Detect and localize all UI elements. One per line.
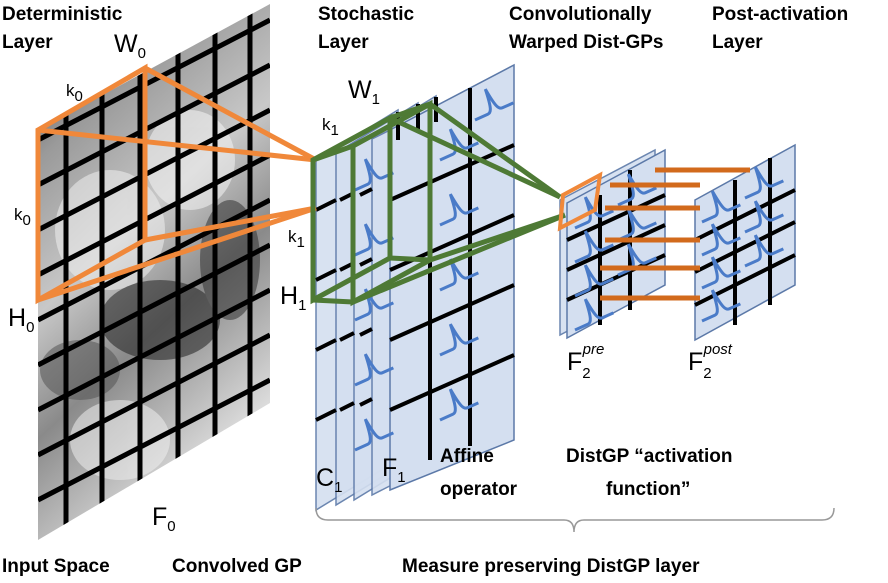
header-postact-line1: Post-activation <box>712 4 848 25</box>
symbol-f0: F0 <box>152 503 176 535</box>
symbol-h0: H0 <box>8 304 34 336</box>
symbol-f1: F1 <box>382 454 406 486</box>
annotation-distgp-line2: function” <box>606 479 690 500</box>
stochastic-panels <box>315 63 515 512</box>
symbol-f2-post: F2post <box>688 341 733 382</box>
symbol-w0: W0 <box>114 30 146 62</box>
f2-pre-kernel <box>557 171 603 232</box>
header-warped-line1: Convolutionally <box>509 4 652 25</box>
f2-pre-panel <box>559 148 666 340</box>
annotation-affine-line1: Affine <box>440 446 494 467</box>
header-deterministic-line1: Deterministic <box>2 4 123 25</box>
header-stochastic-line2: Layer <box>318 32 369 53</box>
symbol-h1: H1 <box>280 282 306 314</box>
symbol-f2-pre: F2pre <box>567 341 604 382</box>
layer-brace <box>315 507 835 533</box>
symbol-w1: W1 <box>348 76 380 108</box>
symbol-k0-side: k0 <box>14 205 31 229</box>
header-warped-line2: Warped Dist-GPs <box>509 32 664 53</box>
symbol-k0-top: k0 <box>66 81 83 105</box>
f2-post-panel <box>690 143 796 342</box>
symbol-k1-side: k1 <box>288 227 305 251</box>
header-deterministic-line2: Layer <box>2 32 53 53</box>
symbol-c1: C1 <box>316 464 342 496</box>
annotation-distgp-line1: DistGP “activation <box>566 446 732 467</box>
footer-measure-preserving: Measure preserving DistGP layer <box>402 556 700 577</box>
footer-input-space: Input Space <box>2 556 110 577</box>
footer-convolved-gp: Convolved GP <box>172 556 302 577</box>
header-stochastic-line1: Stochastic <box>318 4 415 25</box>
deterministic-kernel <box>35 63 318 305</box>
header-postact-line2: Layer <box>712 32 763 53</box>
stochastic-kernel <box>310 99 566 307</box>
symbol-k1-top: k1 <box>322 115 339 139</box>
activation-connectors <box>600 167 750 301</box>
annotation-affine-line2: operator <box>440 479 518 500</box>
